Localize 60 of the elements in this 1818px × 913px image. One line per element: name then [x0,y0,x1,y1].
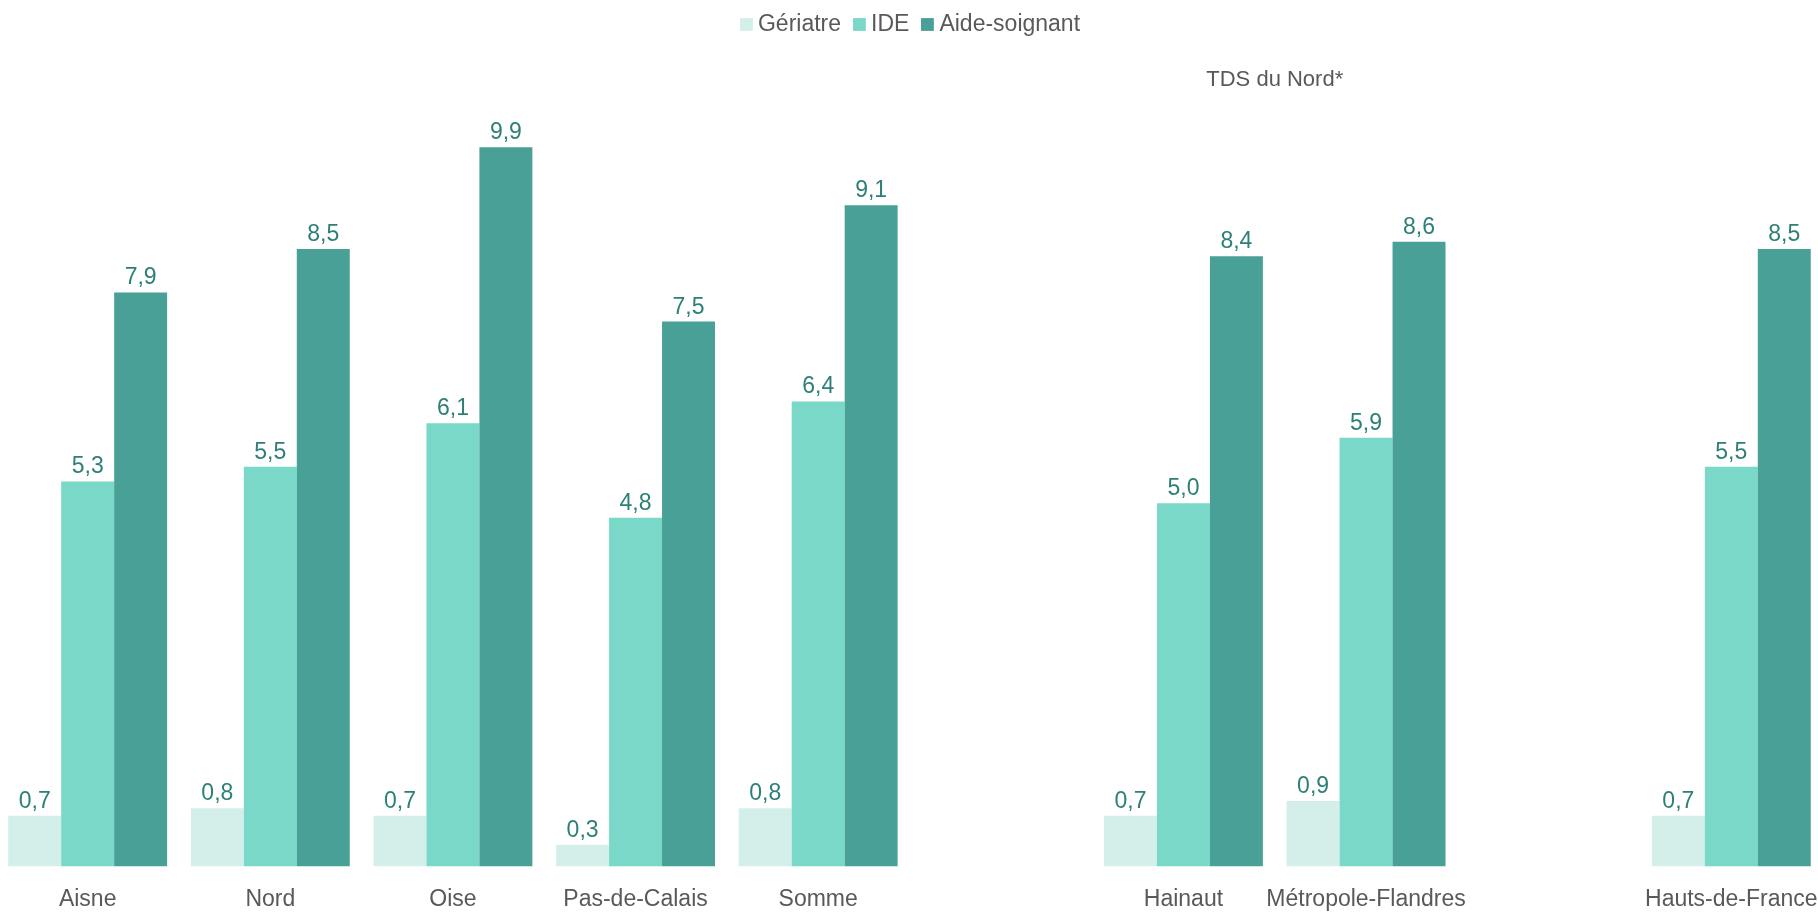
text: TDS du Nord* [1206,65,1344,91]
data-label: 0,8 [201,779,234,806]
data-label: 0,9 [1297,772,1330,799]
bar [426,423,480,867]
bar [61,481,115,867]
bar [243,466,297,867]
bar [556,844,610,867]
bar [1156,503,1210,867]
bar [114,292,168,867]
bar [609,517,663,867]
bar [1651,815,1705,867]
bar [373,815,427,867]
data-label: 5,9 [1350,408,1383,435]
bar [1339,437,1393,867]
legend-label: Aide-soignant [939,10,1081,37]
bar [738,808,792,867]
x-tick-label: Hainaut [1143,884,1224,911]
data-label: 6,1 [436,394,469,421]
data-label: 7,9 [124,263,157,290]
data-label: 5,3 [71,452,104,479]
bar [190,808,244,867]
data-label: 0,7 [383,786,416,813]
data-label: 0,7 [1662,786,1695,813]
x-tick-label: Pas-de-Calais [563,884,708,911]
data-label: 8,5 [1768,219,1801,246]
bar [844,205,898,867]
data-label: 0,7 [1114,786,1147,813]
data-label: 5,5 [254,437,287,464]
data-label: 7,5 [672,292,705,319]
bar [296,248,350,867]
data-label: 6,4 [802,372,835,399]
data-label: 4,8 [619,488,652,515]
legend-label: IDE [871,10,910,37]
x-tick-label: Aisne [58,884,117,911]
bar [791,401,845,867]
x-tick-label: Nord [245,884,296,911]
bar [1392,241,1446,867]
bar [8,815,62,867]
legend-label: Gériatre [757,10,842,37]
x-tick-label: Hauts-de-France [1645,884,1818,911]
bar [1704,466,1758,867]
data-label: 8,4 [1220,227,1253,254]
x-tick-label: Somme [778,884,858,911]
data-label: 9,1 [855,176,888,203]
data-label: 5,5 [1715,437,1748,464]
data-label: 0,8 [749,779,782,806]
data-label: 9,9 [489,118,522,145]
bar [1104,815,1157,867]
x-tick-label: Métropole-Flandres [1266,884,1466,911]
x-tick-label: Oise [429,884,477,911]
data-label: 5,0 [1167,474,1200,501]
bar [1286,801,1340,867]
bar [1757,248,1811,867]
data-label: 0,7 [18,786,51,813]
bar [1209,256,1263,867]
data-label: 0,3 [566,815,599,842]
bar [479,147,533,867]
bar [662,321,715,867]
data-label: 8,5 [307,219,340,246]
data-label: 8,6 [1403,212,1436,239]
